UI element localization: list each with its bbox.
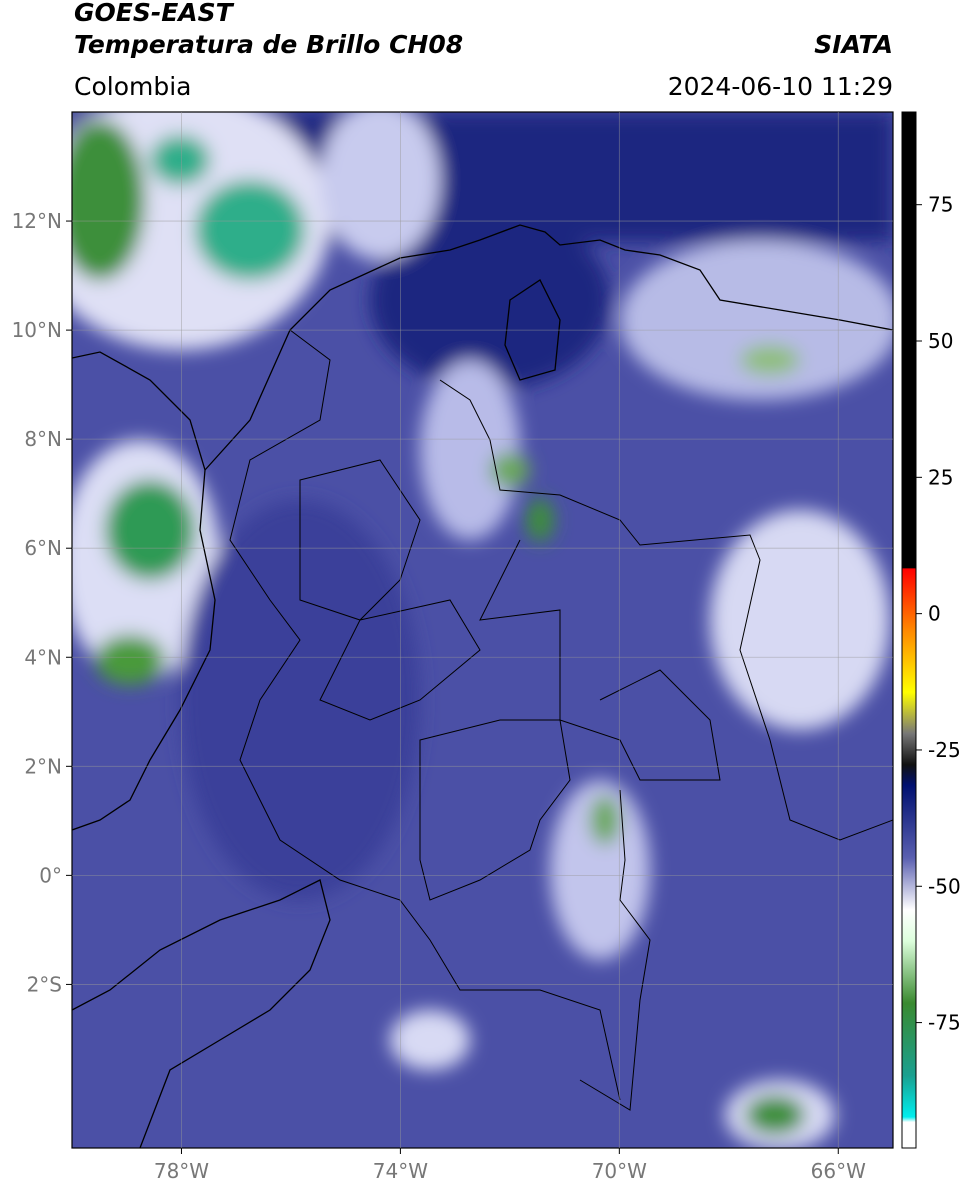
lat-tick-label: 12°N — [12, 209, 62, 233]
lat-tick-label: 10°N — [12, 318, 62, 342]
colorbar-tick-label: 0 — [928, 602, 941, 626]
region: Colombia — [74, 72, 191, 101]
colorbar — [901, 111, 917, 1149]
colorbar-tick-label: 50 — [928, 329, 953, 353]
datetime: 2024-06-10 11:29 — [668, 72, 893, 101]
lat-tick-label: 6°N — [24, 536, 62, 560]
lon-tick-label: 70°W — [592, 1159, 647, 1183]
title: GOES-EAST — [74, 0, 235, 27]
lat-tick-label: 8°N — [24, 427, 62, 451]
lat-tick-label: 0° — [39, 863, 62, 887]
lat-tick-label: 4°N — [24, 645, 62, 669]
colorbar-tick-label: -25 — [928, 738, 961, 762]
colorbar-tick-label: 75 — [928, 193, 953, 217]
satellite-image — [72, 112, 893, 1148]
lat-tick-label: 2°S — [27, 972, 62, 996]
lon-tick-label: 78°W — [154, 1159, 209, 1183]
subtitle: Temperatura de Brillo CH08 — [74, 30, 463, 59]
lon-tick-label: 74°W — [373, 1159, 428, 1183]
lat-tick-label: 2°N — [24, 754, 62, 778]
map-frame — [71, 111, 894, 1149]
colorbar-tick-label: -50 — [928, 874, 961, 898]
lon-tick-label: 66°W — [811, 1159, 866, 1183]
colorbar-tick-label: -75 — [928, 1011, 961, 1035]
source: SIATA — [814, 30, 893, 59]
colorbar-tick-label: 25 — [928, 465, 953, 489]
